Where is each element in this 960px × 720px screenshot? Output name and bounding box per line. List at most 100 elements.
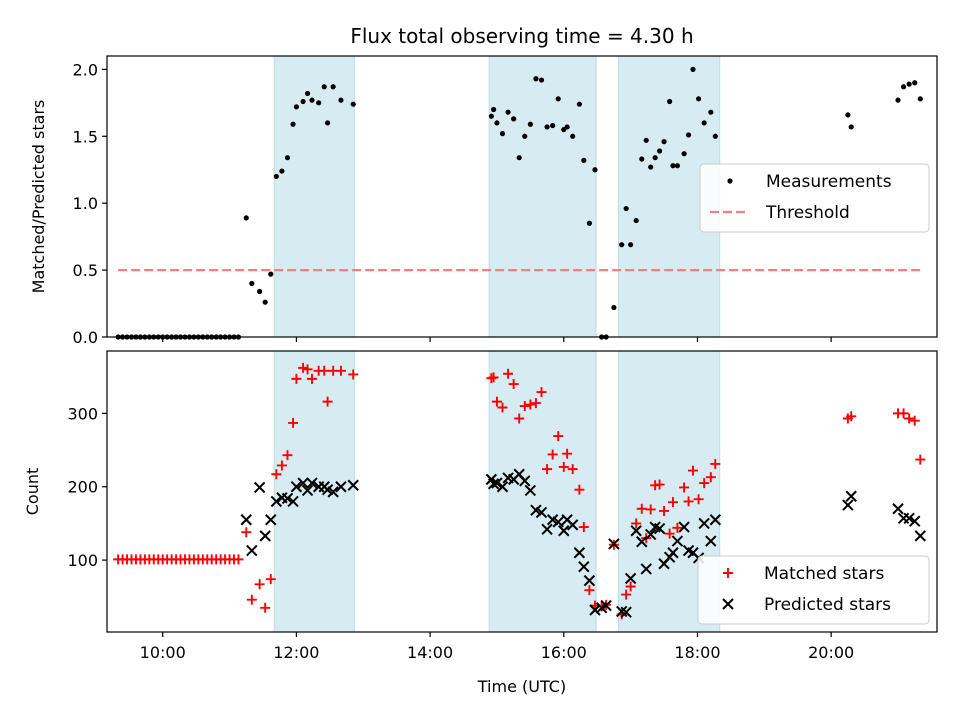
bottom-series-1-point-2 — [253, 481, 266, 494]
bottom-series-0-point-95 — [904, 413, 915, 424]
bottom-series-1-point-44 — [620, 606, 632, 618]
bottom-series-1-point-56 — [678, 521, 690, 533]
bottom-series-1-point-41 — [600, 599, 612, 612]
top-series-0-point-48 — [490, 106, 497, 113]
bottom-series-0-point-58 — [542, 464, 553, 475]
top-series-0-point-96 — [912, 80, 918, 86]
top-series-0-point-47 — [488, 113, 494, 119]
bottom-series-1-point-1 — [246, 544, 258, 557]
top-series-0-point-76 — [643, 137, 649, 143]
bottom-series-1-point-39 — [589, 604, 601, 616]
top-series-0-point-55 — [527, 121, 533, 127]
bottom-series-0-point-38 — [298, 362, 309, 373]
bottom-series-0-point-73 — [625, 581, 636, 592]
top-series-0-point-42 — [321, 84, 327, 90]
bottom-series-1-point-55 — [671, 535, 684, 547]
top-series-0-point-85 — [685, 132, 692, 138]
bottom-series-1-point-67 — [903, 512, 915, 524]
top-series-0-point-77 — [648, 164, 654, 170]
bottom-series-0-point-84 — [679, 482, 690, 493]
top-series-0-point-34 — [279, 168, 285, 174]
bottom-series-0-point-33 — [271, 469, 282, 480]
top-y-tick-label-2: 1.0 — [73, 194, 98, 213]
bottom-series-1-point-7 — [281, 492, 294, 505]
top-series-0-point-32 — [268, 271, 274, 277]
bottom-series-0-point-94 — [898, 408, 909, 419]
top-series-0-point-63 — [570, 133, 576, 139]
bottom-legend-box — [697, 555, 930, 625]
top-y-tick-label-0: 0.0 — [73, 328, 98, 347]
bottom-series-0-point-43 — [322, 396, 333, 407]
bottom-series-0-point-46 — [348, 369, 359, 380]
bottom-y-tick-label-2: 300 — [67, 404, 98, 423]
bottom-series-0-point-45 — [335, 365, 346, 376]
top-series-0-point-38 — [300, 98, 306, 105]
bottom-series-0-point-92 — [846, 411, 857, 422]
top-series-0-point-52 — [511, 116, 517, 122]
bottom-shaded-interval-2 — [617, 350, 721, 633]
bottom-series-0-point-97 — [915, 454, 926, 465]
top-series-0-point-56 — [533, 76, 539, 82]
bottom-series-0-point-31 — [260, 602, 271, 613]
bottom-series-1-point-65 — [892, 503, 904, 515]
bottom-y-axis-label: Count — [23, 468, 42, 516]
top-series-0-point-28 — [243, 215, 249, 221]
top-series-0-point-54 — [522, 133, 528, 139]
bottom-series-1-point-20 — [487, 478, 500, 490]
bottom-series-0-point-86 — [688, 465, 699, 476]
top-series-0-point-44 — [330, 84, 336, 90]
bottom-series-0-point-32 — [265, 574, 276, 585]
top-series-0-point-33 — [273, 173, 279, 180]
top-series-0-point-40 — [309, 97, 315, 103]
bottom-series-1-point-29 — [535, 506, 548, 519]
bottom-panel: 100 200 300 10:00 12:00 14:00 16:00 18:00 20:00 C… — [23, 350, 938, 662]
bottom-series-1-point-54 — [667, 547, 679, 559]
bottom-series-0-point-52 — [508, 379, 519, 390]
bottom-series-1-point-63 — [842, 499, 854, 511]
bottom-series-1-point-69 — [914, 530, 926, 542]
top-series-0-point-75 — [639, 156, 645, 162]
bottom-series-0-point-85 — [683, 496, 694, 507]
top-series-0-point-45 — [338, 97, 344, 103]
top-series-0-point-64 — [576, 101, 582, 107]
top-series-0-point-57 — [538, 77, 545, 83]
bottom-series-0-point-29 — [246, 594, 257, 605]
bottom-series-0-point-75 — [636, 503, 647, 514]
bottom-series-0-point-66 — [584, 585, 595, 596]
top-series-0-point-83 — [674, 163, 681, 169]
bottom-series-1-point-30 — [541, 523, 553, 535]
bottom-series-1-point-26 — [519, 475, 531, 487]
top-series-0-point-93 — [895, 97, 901, 103]
top-y-axis-label: Matched/Predicted stars — [29, 100, 48, 294]
bottom-series-0-point-62 — [562, 448, 573, 459]
x-tick-label-3: 16:00 — [541, 643, 587, 662]
top-series-0-point-84 — [681, 151, 687, 157]
bottom-series-1-point-10 — [297, 477, 309, 489]
bottom-series-0-point-59 — [547, 449, 558, 460]
bottom-series-1-point-3 — [259, 530, 271, 542]
top-series-0-point-35 — [284, 155, 291, 161]
bottom-series-0-point-30 — [254, 579, 265, 590]
top-series-0-point-92 — [848, 124, 854, 130]
top-series-0-point-71 — [619, 242, 625, 248]
bottom-axes-frame — [106, 350, 938, 633]
top-series-0-point-81 — [667, 98, 673, 105]
bottom-series-0-point-74 — [631, 518, 642, 529]
bottom-series-1-point-17 — [335, 481, 347, 493]
top-legend-box — [699, 163, 930, 233]
top-series-0-point-43 — [324, 120, 331, 126]
bottom-legend-label-0: Matched stars — [764, 564, 884, 584]
bottom-series-0-point-79 — [654, 479, 665, 490]
bottom-series-0-point-64 — [574, 484, 585, 495]
bottom-legend-marker-0 — [723, 568, 733, 578]
bottom-series-1-point-35 — [566, 519, 579, 531]
bottom-series-0-point-87 — [693, 494, 704, 505]
bottom-series-0-point-35 — [282, 450, 293, 461]
bottom-series-1-point-22 — [496, 481, 509, 493]
bottom-series-1-point-43 — [616, 605, 628, 618]
top-series-0-point-74 — [633, 217, 639, 224]
bottom-series-0-point-39 — [302, 364, 313, 375]
top-series-0-point-80 — [661, 139, 667, 145]
bottom-series-1-point-12 — [306, 477, 318, 489]
